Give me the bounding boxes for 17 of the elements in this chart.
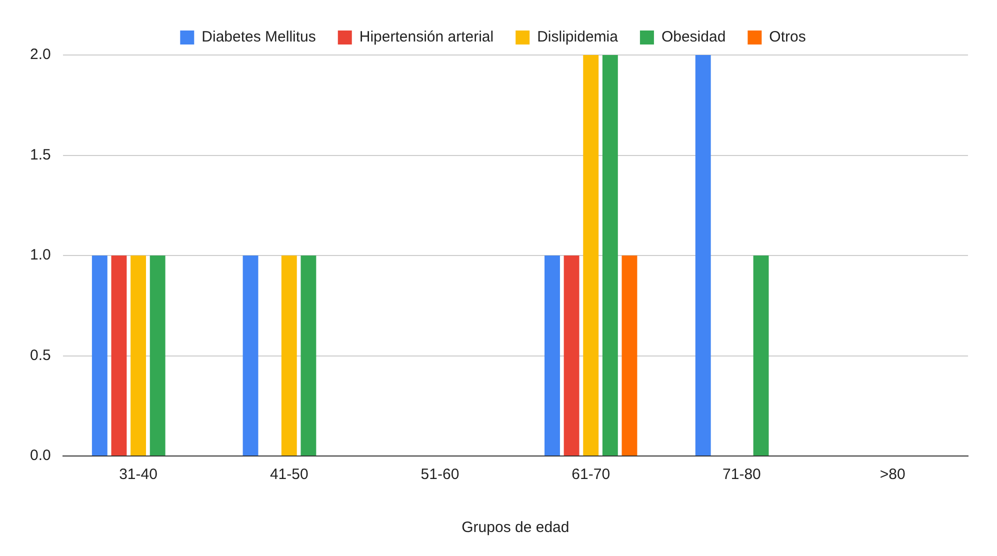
x-tick-label: 71-80 xyxy=(722,466,761,484)
y-tick-label: 1.5 xyxy=(30,146,51,164)
x-tick-label: 51-60 xyxy=(420,466,460,484)
y-tick-label: 0.5 xyxy=(30,346,51,364)
x-tick-label: 61-70 xyxy=(572,466,610,484)
x-axis-title: Grupos de edad xyxy=(462,519,570,536)
x-tick-label: 31-40 xyxy=(119,466,158,484)
legend-label: Hipertensión arterial xyxy=(359,28,494,46)
legend-label: Diabetes Mellitus xyxy=(202,28,316,46)
x-tick-label: >80 xyxy=(880,466,906,484)
y-tick-label: 0.0 xyxy=(30,447,51,464)
y-tick-label: 1.0 xyxy=(30,246,51,264)
legend-label: Dislipidemia xyxy=(537,28,619,46)
legend-label: Otros xyxy=(769,28,806,46)
legend-label: Obesidad xyxy=(661,28,726,46)
x-tick-label: 41-50 xyxy=(270,466,308,484)
y-tick-label: 2.0 xyxy=(30,46,51,64)
